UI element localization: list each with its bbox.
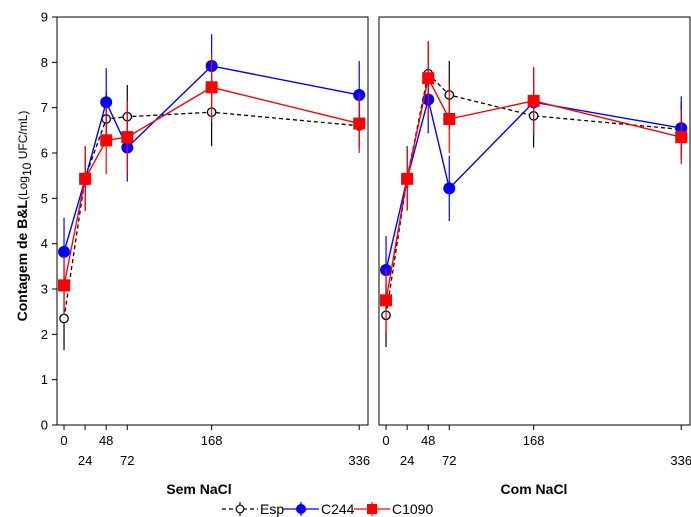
point-esp <box>59 313 69 324</box>
x-tick-label: 0 <box>382 433 389 448</box>
point-c244 <box>443 182 456 195</box>
point-c1090 <box>443 113 456 125</box>
y-tick-label: 2 <box>41 327 48 342</box>
point-c1090 <box>79 172 92 185</box>
point-c1090 <box>58 279 71 292</box>
point-c1090 <box>205 81 218 94</box>
x-tick-label: 72 <box>120 453 134 468</box>
legend-marker-esp <box>235 504 245 514</box>
y-axis-label-main: Contagem de B&L <box>14 200 30 322</box>
y-tick-label: 9 <box>41 10 48 25</box>
x-tick-label: 336 <box>670 453 691 468</box>
point-c1090 <box>121 131 134 144</box>
y-tick-label: 5 <box>41 191 48 206</box>
y-axis-label: Contagem de B&L(Log10 UFC/mL) <box>14 111 34 322</box>
y-tick-label: 7 <box>41 100 48 115</box>
y-tick-label: 1 <box>41 372 48 387</box>
series-line-c1090 <box>385 76 682 301</box>
x-tick-label: 0 <box>60 433 67 448</box>
y-tick-label: 3 <box>41 282 48 297</box>
legend-label-c244: C244 <box>321 501 355 517</box>
legend-label-esp: Esp <box>260 501 284 517</box>
y-axis-label-unit-pre: (Log <box>16 176 30 200</box>
x-tick-label: 336 <box>348 453 370 468</box>
x-tick-label: 168 <box>523 433 545 448</box>
point-c1090 <box>401 172 414 185</box>
point-c244 <box>58 245 71 258</box>
axes: 0 1 2 3 4 5 6 7 8 9 0 24 48 72 168 336 0 24 48 72 168 336 <box>41 10 691 469</box>
point-c1090 <box>380 294 393 307</box>
x-tick-label: 168 <box>201 433 223 448</box>
point-c1090 <box>353 117 366 130</box>
legend-marker-c244 <box>296 504 306 514</box>
point-c1090 <box>675 131 688 144</box>
legend: Esp C244 C1090 <box>222 501 433 517</box>
y-axis-label-unit-post: UFC/mL) <box>16 111 30 163</box>
x-axis-label-right: Com NaCl <box>501 481 568 497</box>
point-c1090 <box>527 94 540 107</box>
point-c1090 <box>422 72 435 85</box>
point-c244 <box>100 96 113 109</box>
x-tick-label: 24 <box>78 453 92 468</box>
panel-frame <box>378 16 691 426</box>
point-c1090 <box>100 134 113 147</box>
legend-label-c1090: C1090 <box>392 501 433 517</box>
series-line-c1090 <box>63 86 360 286</box>
series <box>58 34 688 351</box>
legend-marker-c1090 <box>367 504 377 514</box>
y-tick-label: 8 <box>41 55 48 70</box>
x-axis-label-left: Sem NaCl <box>166 481 231 497</box>
x-tick-label: 48 <box>421 433 435 448</box>
x-tick-label: 24 <box>400 453 414 468</box>
x-tick-label: 48 <box>99 433 113 448</box>
y-tick-label: 4 <box>41 236 48 251</box>
series-line-c244 <box>63 65 360 253</box>
panel-frames <box>56 16 691 426</box>
y-tick-label: 0 <box>41 418 48 433</box>
y-axis-label-unit-sub: 10 <box>20 162 34 176</box>
panel-frame <box>56 16 369 426</box>
y-tick-label: 6 <box>41 146 48 161</box>
x-tick-label: 72 <box>442 453 456 468</box>
